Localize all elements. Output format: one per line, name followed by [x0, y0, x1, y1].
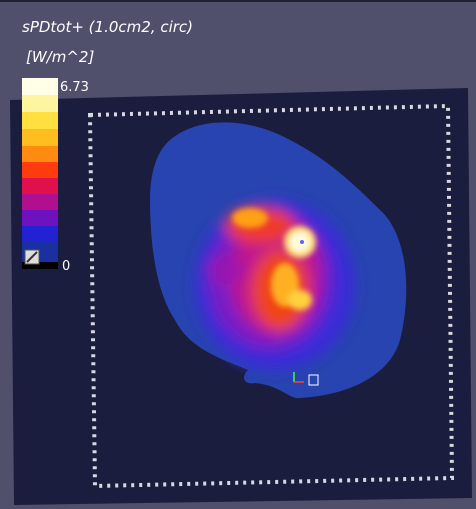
colorbar — [22, 78, 58, 269]
peak-marker — [300, 240, 304, 244]
colorbar-max: 6.73 — [60, 80, 89, 95]
axis-triad — [293, 372, 319, 386]
title: sPDtot+ (1.0cm2, circ) — [22, 18, 193, 36]
heatmap — [150, 122, 407, 399]
dotted-frame — [87, 103, 455, 489]
colorbar-min: 0 — [62, 259, 70, 274]
unit: [W/m^2] — [26, 48, 94, 66]
